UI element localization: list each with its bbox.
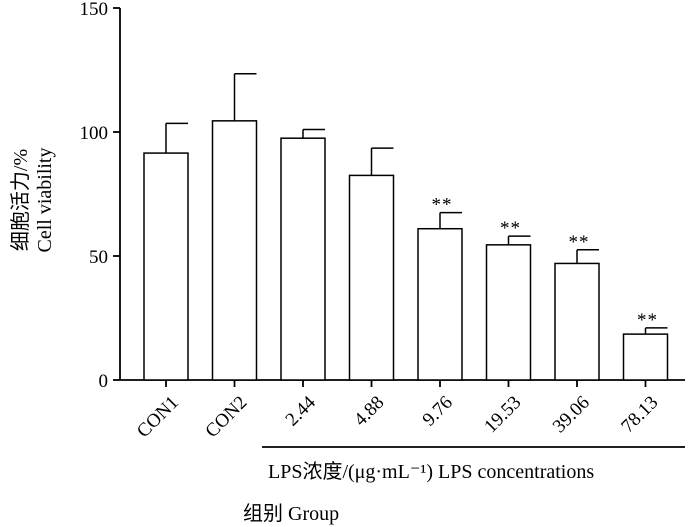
- bars: ** ** ** **: [143, 72, 669, 381]
- bar-CON2: [211, 120, 258, 381]
- x-tick-label: 2.44: [282, 392, 321, 431]
- significance-mark: **: [637, 310, 658, 331]
- bar-CON1: [143, 152, 189, 381]
- x-tick-label: CON1: [133, 392, 183, 442]
- x-tick-label: 4.88: [350, 392, 388, 430]
- bar-2.44: [280, 137, 326, 381]
- x-tick-label: 19.53: [480, 392, 525, 437]
- y-ticks: 0 50 100 150: [80, 0, 120, 392]
- y-axis-label-cn: 细胞活力/%: [9, 149, 32, 251]
- concentration-label: LPS浓度/(μg·mL⁻¹) LPS concentrations: [268, 460, 594, 483]
- y-tick-label: 100: [80, 123, 109, 144]
- y-tick-label: 150: [80, 0, 109, 20]
- significance-mark: **: [432, 195, 453, 216]
- x-tick-label: 78.13: [617, 392, 662, 437]
- bar-19.53: [485, 244, 532, 381]
- bar-4.88: [348, 174, 395, 381]
- bar-78.13: [622, 333, 669, 381]
- x-tick-label: 39.06: [549, 392, 594, 437]
- x-tick-label: 9.76: [419, 392, 457, 430]
- y-axis-label-en: Cell viability: [34, 148, 56, 253]
- significance-mark: **: [500, 218, 521, 239]
- x-tick-label: CON2: [202, 392, 252, 442]
- y-tick-label: 50: [89, 247, 108, 268]
- bar-9.76: [417, 227, 463, 381]
- bar-39.06: [554, 262, 600, 381]
- y-tick-label: 0: [99, 371, 109, 392]
- x-tick-labels: CON1 CON2 2.44 4.88 9.76 19.53 39.06 78.13: [133, 380, 662, 442]
- x-axis-label: 组别 Group: [243, 502, 339, 525]
- significance-mark: **: [569, 232, 590, 253]
